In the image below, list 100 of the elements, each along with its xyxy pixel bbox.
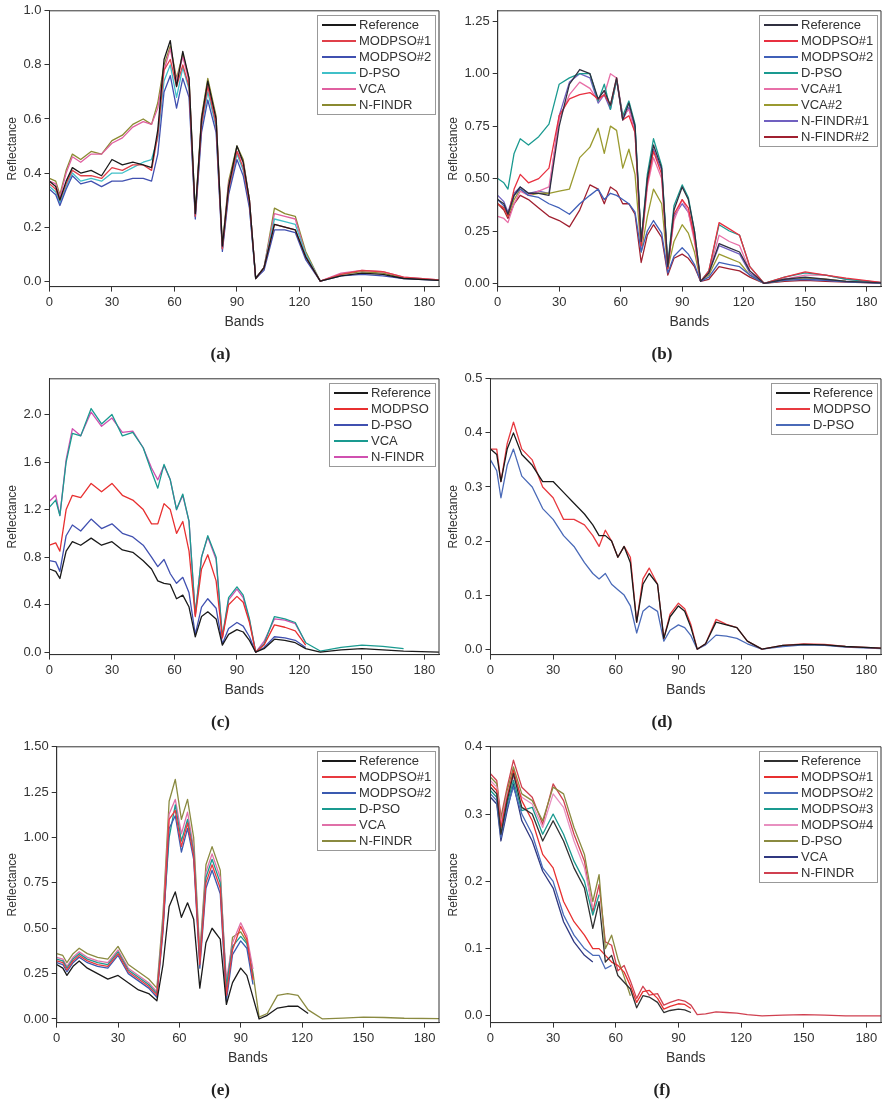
- y-tick-label: 0.4: [464, 738, 483, 754]
- x-tick-label: 30: [110, 1029, 126, 1045]
- y-tick-label: 0.3: [464, 478, 483, 494]
- text: (e): [210, 1080, 231, 1100]
- y-axis-title: Reflectance: [4, 484, 19, 549]
- x-tick-label: 60: [167, 293, 182, 309]
- legend-label: N-FINDR#1: [801, 113, 869, 129]
- x-tick-label: 120: [732, 293, 755, 309]
- y-tick-label: 2.0: [23, 406, 42, 422]
- y-tick-label: 1.00: [23, 829, 49, 845]
- legend-label: MODPSO: [371, 401, 429, 417]
- x-tick-label: 180: [413, 661, 436, 677]
- legend-label: N-FINDR: [801, 865, 855, 881]
- y-tick-label: 0.6: [23, 110, 42, 126]
- x-tick-label: 0: [486, 1029, 495, 1045]
- legend-label: VCA: [359, 817, 386, 833]
- x-axis-title: Bands: [665, 1049, 706, 1066]
- y-tick-label: 0.0: [464, 640, 483, 656]
- y-tick-label: 1.25: [464, 12, 490, 28]
- y-tick-label: 1.2: [23, 501, 42, 517]
- legend-label: MODPSO: [813, 401, 871, 417]
- legend-label: D-PSO: [801, 65, 843, 81]
- legend-label: N-FINDR: [359, 97, 413, 113]
- legend-label: MODPSO#2: [801, 785, 874, 801]
- y-tick-label: 0.1: [464, 586, 483, 602]
- x-tick-label: 60: [167, 661, 182, 677]
- legend-label: N-FINDR: [359, 833, 413, 849]
- y-tick-label: 0.0: [23, 643, 42, 659]
- x-tick-label: 30: [104, 661, 120, 677]
- x-axis-title: Bands: [224, 313, 265, 330]
- text: (d): [650, 712, 674, 732]
- legend-label: VCA: [359, 81, 386, 97]
- x-tick-label: 30: [545, 1029, 561, 1045]
- legend-label: D-PSO: [801, 833, 843, 849]
- legend-label: VCA: [371, 433, 398, 449]
- legend-label: MODPSO#1: [359, 33, 432, 49]
- y-tick-label: 0.8: [23, 56, 42, 72]
- y-axis-title: Reflectance: [445, 852, 460, 917]
- y-tick-label: 1.50: [23, 738, 49, 754]
- y-tick-label: 0.75: [464, 117, 490, 133]
- y-tick-label: 0.4: [23, 596, 42, 612]
- x-tick-label: 120: [730, 1029, 752, 1045]
- x-tick-label: 0: [45, 293, 54, 309]
- x-tick-label: 30: [545, 661, 561, 677]
- x-tick-label: 150: [352, 1029, 375, 1045]
- legend-label: MODPSO#2: [801, 49, 874, 65]
- x-tick-label: 180: [413, 293, 436, 309]
- x-tick-label: 150: [351, 293, 373, 309]
- x-tick-label: 150: [794, 293, 817, 309]
- x-tick-label: 150: [792, 1029, 815, 1045]
- y-tick-label: 0.2: [464, 532, 483, 548]
- y-tick-label: 0.0: [464, 1007, 483, 1023]
- legend-label: MODPSO#1: [801, 769, 874, 785]
- y-tick-label: 0.8: [23, 548, 42, 564]
- y-axis-title: Reflectance: [445, 116, 460, 181]
- x-tick-label: 180: [413, 1029, 436, 1045]
- x-tick-label: 60: [608, 1029, 624, 1045]
- y-tick-label: 0.50: [464, 170, 490, 186]
- x-tick-label: 0: [494, 293, 502, 309]
- legend-label: Reference: [371, 385, 431, 401]
- legend-label: MODPSO#1: [359, 769, 432, 785]
- legend-label: MODPSO#4: [801, 817, 874, 833]
- text: (b): [650, 344, 674, 364]
- y-tick-label: 0.2: [464, 872, 483, 888]
- y-tick-label: 0.0: [23, 272, 42, 288]
- x-tick-label: 120: [288, 293, 311, 309]
- x-tick-label: 90: [674, 293, 690, 309]
- legend-label: Reference: [801, 753, 861, 769]
- text: (c): [210, 712, 231, 732]
- legend-label: Reference: [359, 17, 419, 33]
- x-tick-label: 90: [229, 661, 245, 677]
- y-tick-label: 0.75: [23, 874, 49, 890]
- y-tick-label: 1.6: [23, 453, 42, 469]
- text: (f): [652, 1080, 672, 1100]
- x-tick-label: 90: [671, 1029, 686, 1045]
- legend-label: D-PSO: [359, 65, 401, 81]
- x-tick-label: 180: [855, 1029, 878, 1045]
- y-tick-label: 0.25: [464, 222, 490, 238]
- x-tick-label: 60: [172, 1029, 187, 1045]
- x-tick-label: 120: [291, 1029, 313, 1045]
- x-tick-label: 120: [730, 661, 752, 677]
- legend-label: N-FINDR: [371, 449, 425, 465]
- text: (a): [209, 344, 232, 364]
- x-tick-label: 0: [45, 661, 54, 677]
- y-tick-label: 0.4: [23, 164, 42, 180]
- x-tick-label: 60: [608, 661, 624, 677]
- x-tick-label: 120: [288, 661, 311, 677]
- y-tick-label: 0.5: [464, 370, 483, 386]
- x-axis-title: Bands: [228, 1049, 268, 1066]
- y-tick-label: 0.2: [23, 218, 42, 234]
- legend-label: D-PSO: [359, 801, 401, 817]
- y-axis-title: Reflectance: [4, 116, 19, 181]
- legend-label: MODPSO#1: [801, 33, 874, 49]
- y-axis-title: Reflectance: [4, 852, 19, 917]
- x-axis-title: Bands: [224, 681, 265, 698]
- legend-label: VCA: [801, 849, 828, 865]
- y-tick-label: 1.00: [464, 65, 490, 81]
- x-tick-label: 30: [551, 293, 567, 309]
- legend-label: Reference: [359, 753, 419, 769]
- x-tick-label: 90: [229, 293, 245, 309]
